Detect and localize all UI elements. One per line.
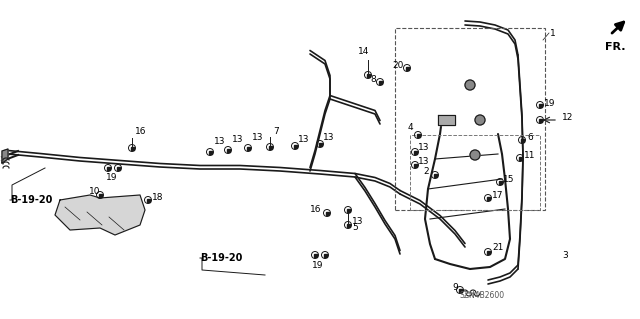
Bar: [314, 254, 317, 256]
Text: 8: 8: [370, 76, 376, 85]
Bar: [410, 135, 540, 210]
Text: 13: 13: [323, 133, 335, 143]
Circle shape: [465, 80, 475, 90]
Bar: [294, 145, 296, 147]
Text: 13: 13: [298, 136, 310, 145]
Bar: [378, 80, 381, 84]
Bar: [227, 149, 230, 152]
Text: SZN4B2600: SZN4B2600: [460, 291, 505, 300]
Bar: [395, 28, 545, 210]
Text: B-19-20: B-19-20: [10, 195, 52, 205]
Text: 9: 9: [452, 283, 458, 292]
Bar: [209, 151, 211, 153]
Bar: [518, 157, 522, 160]
Bar: [538, 103, 541, 107]
Text: 13: 13: [352, 218, 364, 226]
Bar: [367, 73, 369, 77]
Circle shape: [475, 115, 485, 125]
Polygon shape: [55, 195, 145, 235]
Bar: [486, 197, 490, 199]
Bar: [269, 145, 271, 149]
Text: 15: 15: [503, 175, 515, 184]
Text: 20: 20: [392, 61, 403, 70]
Bar: [520, 138, 524, 142]
Text: 1: 1: [550, 28, 556, 38]
Text: 13: 13: [418, 158, 429, 167]
Text: 12: 12: [562, 114, 573, 122]
Text: 13: 13: [418, 144, 429, 152]
Bar: [319, 143, 321, 145]
Bar: [413, 164, 417, 167]
Text: B-19-20: B-19-20: [200, 253, 243, 263]
Text: 19: 19: [544, 99, 556, 108]
Text: FR.: FR.: [605, 42, 625, 52]
Text: 16: 16: [135, 128, 147, 137]
Bar: [326, 211, 328, 214]
Circle shape: [470, 150, 480, 160]
Polygon shape: [2, 149, 8, 163]
Text: 18: 18: [152, 194, 163, 203]
Text: 13: 13: [232, 136, 243, 145]
Text: 13: 13: [214, 137, 225, 146]
Bar: [346, 224, 349, 226]
Bar: [99, 194, 102, 197]
Text: 3: 3: [562, 250, 568, 259]
Bar: [147, 198, 150, 202]
Bar: [486, 250, 490, 254]
Text: 16: 16: [310, 205, 321, 214]
Bar: [116, 167, 120, 169]
Bar: [246, 146, 250, 150]
Text: 2: 2: [423, 167, 429, 176]
Text: 21: 21: [492, 243, 504, 253]
Text: 19: 19: [106, 174, 118, 182]
Bar: [131, 146, 134, 150]
Bar: [413, 151, 417, 153]
Text: 6: 6: [527, 133, 532, 143]
Bar: [417, 133, 419, 137]
Bar: [323, 254, 326, 256]
Text: 17: 17: [492, 191, 504, 201]
Bar: [106, 167, 109, 169]
Text: 11: 11: [524, 151, 536, 160]
Bar: [458, 288, 461, 292]
Bar: [346, 209, 349, 211]
Bar: [433, 174, 436, 176]
Bar: [499, 181, 502, 183]
Bar: [538, 118, 541, 122]
Text: 5: 5: [352, 224, 358, 233]
Bar: [406, 66, 408, 70]
Text: 19: 19: [312, 261, 323, 270]
Text: 7: 7: [273, 128, 279, 137]
Polygon shape: [438, 115, 455, 125]
Text: 14: 14: [358, 48, 369, 56]
Text: 10: 10: [89, 188, 100, 197]
Text: 13: 13: [252, 133, 264, 143]
Text: 4: 4: [408, 123, 413, 132]
